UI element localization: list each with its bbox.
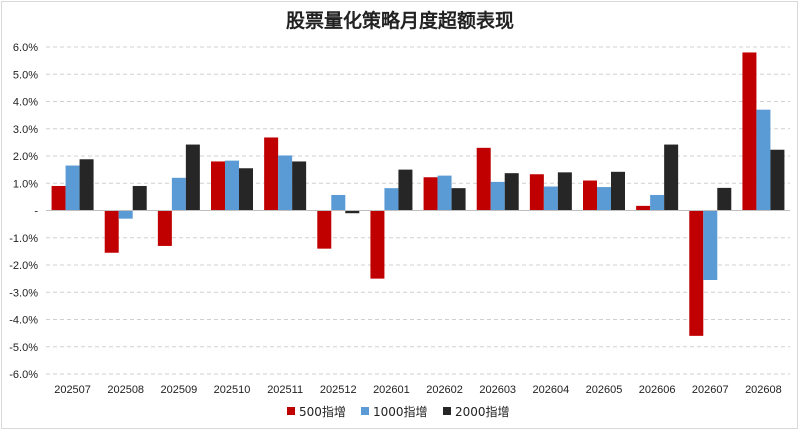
x-tick-label: 202605 [586, 384, 623, 396]
bar [384, 188, 399, 211]
bar [278, 155, 293, 211]
x-tick-label: 202507 [54, 384, 91, 396]
x-tick-label: 202607 [692, 384, 729, 396]
bar [636, 205, 651, 211]
y-tick-label: 5.0% [13, 69, 38, 81]
legend: 500指增 1000指增 2000指增 [287, 404, 510, 419]
bar [331, 194, 346, 211]
bar [345, 210, 360, 214]
bar [157, 210, 172, 246]
y-axis-ticks: 6.0% 5.0% 4.0% 3.0% 2.0% 1.0% - -1.0% -2.0% -3.0%… [9, 42, 38, 381]
bar [742, 52, 757, 211]
bar [583, 180, 597, 211]
bar [211, 161, 225, 211]
x-tick-label: 202601 [373, 384, 410, 396]
bar [264, 137, 279, 211]
bar [118, 210, 133, 219]
bar [370, 210, 385, 279]
x-tick-label: 202512 [320, 384, 357, 396]
bar [543, 186, 558, 211]
bar [490, 181, 505, 211]
bar [225, 160, 239, 211]
bar [398, 169, 413, 211]
bar [185, 144, 200, 211]
x-tick-label: 202606 [639, 384, 676, 396]
x-tick-label: 202511 [267, 384, 303, 396]
bar [423, 177, 438, 211]
y-tick-label: -2.0% [9, 260, 38, 272]
bar [292, 161, 307, 211]
x-axis-ticks: 202507 202508 202509 202510 202511 202512 2026… [54, 384, 782, 396]
bar [557, 172, 572, 211]
y-tick-label: 6.0% [13, 42, 38, 54]
bar [476, 147, 491, 211]
y-tick-label: - [34, 206, 38, 218]
bar [317, 210, 332, 249]
y-tick-label: -3.0% [9, 287, 38, 299]
bar [717, 187, 732, 211]
bar [171, 177, 186, 211]
bar [703, 210, 718, 280]
chart-title: 股票量化策略月度超额表现 [285, 10, 514, 32]
x-tick-label: 202509 [160, 384, 197, 396]
legend-swatch [443, 407, 451, 415]
bar [664, 144, 679, 211]
x-tick-label: 202604 [532, 384, 569, 396]
bar [650, 194, 665, 211]
legend-swatch [361, 407, 369, 415]
y-tick-label: 1.0% [13, 178, 38, 190]
bar [65, 165, 80, 211]
bar [437, 175, 452, 211]
legend-swatch [287, 407, 295, 415]
y-tick-label: -1.0% [9, 233, 38, 245]
y-tick-label: -4.0% [9, 315, 38, 327]
bar [104, 210, 119, 253]
bar [51, 185, 66, 211]
bar [504, 173, 519, 211]
x-tick-label: 202510 [214, 384, 251, 396]
legend-label: 500指增 [299, 404, 346, 419]
y-tick-label: 3.0% [13, 124, 38, 136]
x-tick-label: 202608 [745, 384, 782, 396]
y-tick-label: -6.0% [9, 369, 38, 381]
bar [529, 174, 544, 211]
bars [51, 52, 785, 336]
bar [239, 168, 253, 211]
bar [79, 159, 94, 211]
y-tick-label: -5.0% [9, 342, 38, 354]
bar [611, 171, 625, 211]
bar [597, 187, 611, 211]
x-tick-label: 202508 [107, 384, 144, 396]
bar [451, 188, 466, 211]
legend-label: 1000指增 [373, 404, 428, 419]
bar [756, 109, 771, 211]
x-tick-label: 202603 [479, 384, 516, 396]
bar [770, 149, 785, 211]
x-tick-label: 202602 [426, 384, 463, 396]
y-tick-label: 4.0% [13, 97, 38, 109]
bar [132, 185, 147, 211]
y-tick-label: 2.0% [13, 151, 38, 163]
bar [689, 210, 704, 336]
legend-label: 2000指增 [455, 404, 510, 419]
